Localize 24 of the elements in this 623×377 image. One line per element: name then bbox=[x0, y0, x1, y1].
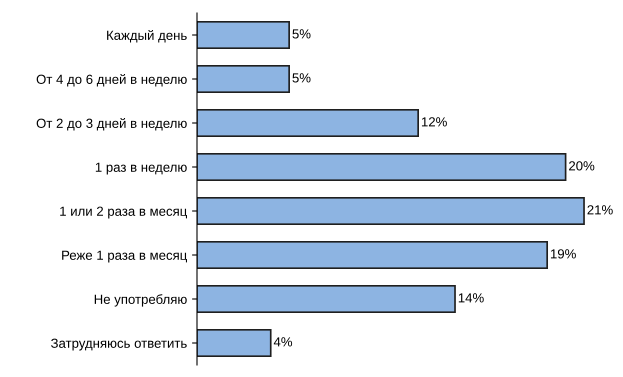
data-label: 5% bbox=[292, 29, 311, 39]
data-label: 4% bbox=[274, 337, 292, 346]
bar bbox=[197, 152, 566, 182]
data-label: 21% bbox=[587, 205, 613, 214]
bar bbox=[197, 108, 419, 138]
bar bbox=[197, 284, 456, 314]
y-tick-label: Затрудняюсь ответить bbox=[50, 338, 187, 351]
y-tick-label: От 4 до 6 дней в неделю bbox=[36, 74, 187, 86]
y-tick-label: Не употребляю bbox=[94, 294, 187, 307]
data-label: 12% bbox=[422, 117, 447, 126]
data-label: 14% bbox=[458, 293, 484, 302]
data-label: 19% bbox=[550, 249, 576, 259]
y-tick-label: Каждый день bbox=[107, 30, 187, 42]
data-label: 5% bbox=[292, 73, 311, 83]
y-tick-label: Реже 1 раза в месяц bbox=[62, 250, 187, 263]
data-label: 20% bbox=[569, 161, 594, 171]
y-tick-label: 1 или 2 раза в месяц bbox=[60, 206, 187, 219]
bar bbox=[197, 64, 290, 94]
bar bbox=[197, 328, 272, 358]
bar bbox=[197, 20, 290, 50]
y-tick-label: От 2 до 3 дней в неделю bbox=[36, 118, 187, 130]
bar bbox=[197, 240, 548, 270]
bar bbox=[197, 196, 585, 226]
y-tick-label: 1 раз в неделю bbox=[96, 162, 187, 175]
